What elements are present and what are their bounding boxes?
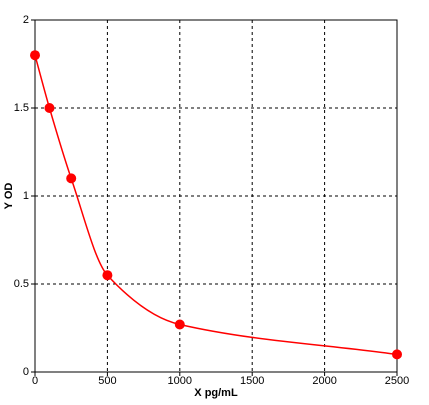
point bbox=[174, 319, 185, 330]
y-tick-label: 0 bbox=[23, 366, 29, 378]
point bbox=[44, 103, 55, 113]
x-tick-label: 0 bbox=[32, 375, 38, 387]
point bbox=[102, 270, 113, 281]
x-tick-label: 500 bbox=[98, 375, 116, 387]
x-tick-label: 2500 bbox=[385, 375, 409, 387]
x-tick-label: 2000 bbox=[312, 375, 336, 387]
point bbox=[392, 349, 402, 360]
x-tick-label: 1000 bbox=[168, 375, 192, 387]
y-tick-label: 2 bbox=[23, 14, 29, 26]
point bbox=[66, 173, 77, 184]
y-tick-label: 1 bbox=[23, 190, 29, 202]
y-tick-label: 0.5 bbox=[14, 278, 29, 290]
x-axis-title: X pg/mL bbox=[194, 387, 238, 399]
x-tick-label: 1500 bbox=[240, 375, 264, 387]
y-tick-label: 1.5 bbox=[14, 102, 29, 114]
point bbox=[30, 50, 40, 61]
y-axis-title: Y OD bbox=[3, 183, 15, 210]
plot-frame bbox=[34, 19, 398, 373]
